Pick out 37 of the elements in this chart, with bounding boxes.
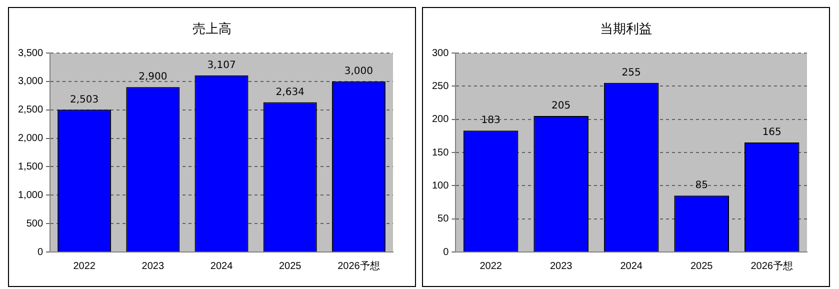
y-tick-label: 2,000: [18, 133, 44, 144]
x-tick-label: 2022: [73, 260, 96, 272]
y-tick-label: 3,500: [18, 48, 44, 59]
x-tick-label: 2024: [210, 260, 234, 272]
data-label: 2,503: [70, 94, 99, 106]
data-label: 2,900: [138, 72, 168, 83]
data-label: 165: [762, 127, 782, 138]
x-tick-label: 2026予想: [338, 260, 380, 272]
chart-title: 当期利益: [599, 21, 653, 38]
y-tick-label: 1,000: [18, 190, 44, 201]
data-label: 85: [695, 180, 708, 192]
y-tick-label: 1,500: [18, 161, 44, 172]
x-tick-label: 2026予想: [750, 260, 793, 272]
y-tick-label: 250: [432, 80, 450, 92]
y-tick-label: 50: [438, 214, 450, 225]
x-tick-label: 2023: [550, 260, 573, 272]
y-tick-label: 0: [37, 246, 44, 258]
y-tick-label: 0: [443, 246, 450, 258]
x-tick-label: 2024: [620, 260, 643, 272]
x-tick-label: 2023: [142, 260, 164, 272]
data-label: 2,634: [276, 86, 304, 98]
y-tick-label: 150: [432, 147, 450, 158]
data-label: 3,107: [207, 60, 236, 71]
chart-title: 売上高: [192, 21, 232, 38]
data-label: 183: [481, 115, 500, 126]
y-tick-label: 200: [432, 114, 450, 126]
y-tick-label: 300: [432, 48, 450, 59]
x-tick-label: 2022: [480, 260, 502, 272]
x-tick-label: 2025: [690, 260, 714, 272]
y-tick-label: 500: [26, 218, 44, 230]
y-tick-label: 100: [432, 180, 450, 192]
y-tick-label: 2,500: [18, 104, 44, 116]
x-tick-label: 2025: [278, 260, 302, 272]
y-tick-label: 3,000: [18, 76, 44, 88]
data-label: 3,000: [344, 66, 374, 78]
data-label: 205: [552, 100, 571, 112]
data-label: 255: [622, 67, 641, 78]
